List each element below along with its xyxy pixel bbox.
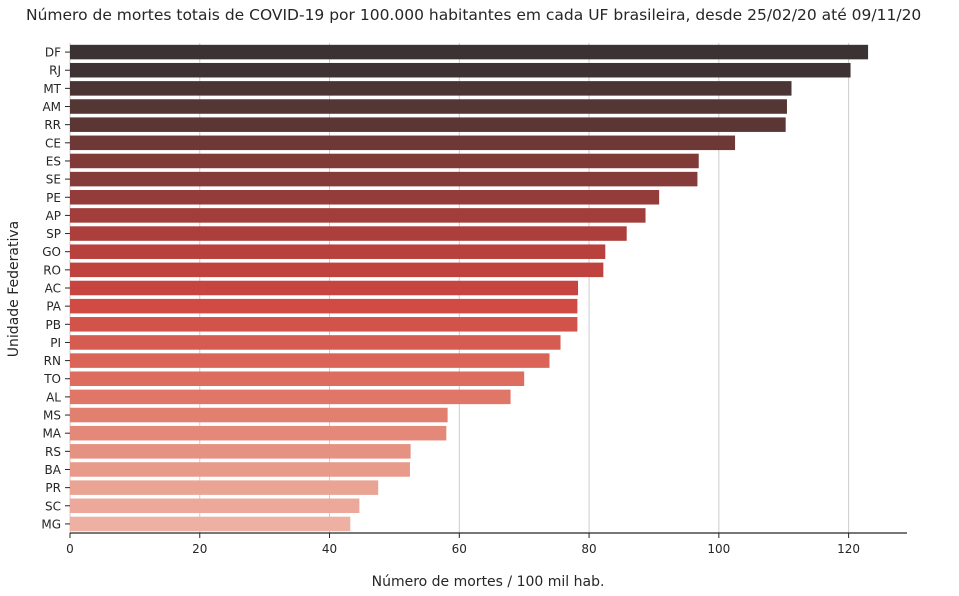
bar-sp [70, 226, 627, 241]
y-tick-label: PR [45, 481, 61, 495]
y-tick-label: SC [45, 499, 61, 513]
bar-pi [70, 335, 561, 350]
bar-mg [70, 516, 351, 532]
y-tick-label: PE [46, 191, 61, 205]
bar-pe [70, 190, 660, 205]
y-tick-label: RO [43, 263, 61, 277]
y-tick-label: AC [45, 282, 61, 296]
bar-es [70, 153, 699, 169]
x-tick-label: 120 [837, 542, 860, 556]
bar-pr [70, 480, 379, 495]
bar-ro [70, 262, 604, 278]
bar-ms [70, 407, 448, 423]
bar-pa [70, 298, 578, 314]
bar-df [70, 44, 869, 60]
y-tick-label: PB [46, 318, 61, 332]
y-tick-label: CE [45, 136, 61, 150]
y-tick-label: MG [41, 517, 61, 531]
y-tick-label: AL [46, 390, 61, 404]
bar-ac [70, 280, 579, 296]
bars [70, 44, 869, 532]
y-tick-label: PI [50, 336, 61, 350]
y-tick-label: MT [43, 82, 61, 96]
bar-al [70, 389, 511, 405]
x-tick-label: 20 [192, 542, 207, 556]
bar-am [70, 99, 787, 114]
x-tick-label: 80 [581, 542, 596, 556]
bar-pb [70, 317, 578, 332]
bar-mt [70, 81, 792, 96]
x-axis-label: Número de mortes / 100 mil hab. [372, 574, 605, 590]
y-tick-label: RR [44, 118, 61, 132]
bar-rs [70, 444, 411, 459]
bar-ce [70, 135, 736, 151]
y-tick-label: GO [42, 245, 61, 259]
y-tick-label: PA [46, 300, 61, 314]
y-tick-label: MS [43, 409, 61, 423]
y-tick-label: MA [42, 427, 61, 441]
bar-to [70, 371, 525, 386]
x-tick-labels: 0 20 40 60 80 100 120 [66, 533, 860, 556]
y-tick-label: RS [45, 445, 61, 459]
x-tick-label: 100 [707, 542, 730, 556]
chart-title: Número de mortes totais de COVID-19 por … [26, 6, 921, 24]
y-tick-label: TO [43, 372, 61, 386]
bar-go [70, 244, 606, 259]
y-tick-label: DF [45, 46, 61, 60]
y-tick-label: ES [46, 154, 61, 168]
bar-sc [70, 498, 360, 514]
y-tick-label: SE [46, 173, 61, 187]
y-axis-label: Unidade Federativa [6, 221, 22, 357]
bar-se [70, 171, 698, 187]
x-tick-label: 60 [452, 542, 467, 556]
y-tick-label: AP [46, 209, 61, 223]
y-tick-label: BA [45, 463, 62, 477]
y-tick-label: AM [42, 100, 61, 114]
x-tick-label: 40 [322, 542, 337, 556]
y-tick-label: RN [44, 354, 61, 368]
y-tick-label: RJ [49, 64, 61, 78]
y-tick-label: SP [46, 227, 61, 241]
x-tick-label: 0 [66, 542, 74, 556]
y-tick-labels: DF RJ MT AM RR CE ES SE PE AP SP GO RO AC PA PB PI RN TO AL… [41, 46, 70, 531]
bar-rj [70, 62, 851, 78]
bar-rr [70, 117, 786, 132]
bar-ma [70, 425, 447, 441]
bar-ap [70, 208, 646, 223]
bar-ba [70, 462, 410, 477]
bar-rn [70, 353, 550, 368]
